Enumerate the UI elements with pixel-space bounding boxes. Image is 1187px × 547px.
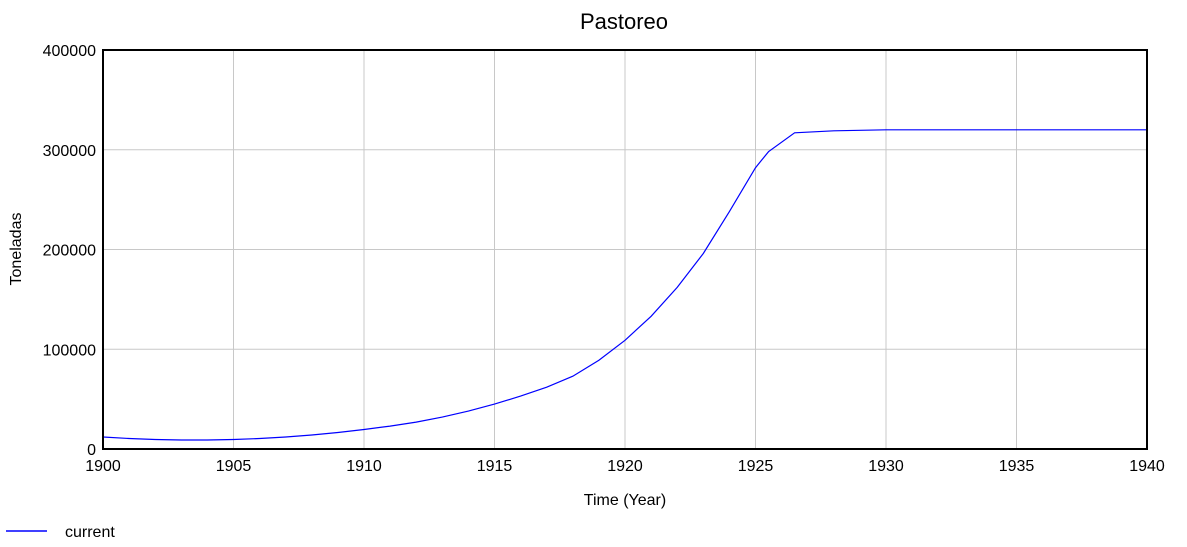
x-tick-label: 1910 [346,458,382,475]
y-tick-label: 400000 [43,43,96,60]
x-tick-label: 1930 [868,458,904,475]
y-tick-label: 200000 [43,243,96,260]
y-axis-label: Toneladas [8,213,25,286]
series-line-current [102,129,1147,441]
y-tick-label: 300000 [43,143,96,160]
plot-frame [102,49,1148,450]
x-tick-labels: 1900 1905 1910 1915 1920 1925 1930 1935 1940 [85,458,1165,475]
y-tick-label: 0 [87,442,96,459]
chart-title: Pastoreo [580,9,668,34]
series-layer [102,129,1147,441]
y-tick-label: 100000 [43,342,96,359]
x-tick-label: 1925 [738,458,774,475]
x-axis-label: Time (Year) [584,492,666,509]
legend-label-current: current [65,524,115,541]
x-tick-label: 1935 [999,458,1035,475]
x-tick-label: 1900 [85,458,121,475]
x-tick-label: 1915 [477,458,513,475]
grid-lines [102,49,1148,450]
y-tick-labels: 0 100000 200000 300000 400000 [43,43,96,459]
legend: current [6,524,115,541]
x-tick-label: 1940 [1129,458,1165,475]
x-tick-label: 1905 [216,458,252,475]
x-tick-label: 1920 [607,458,643,475]
